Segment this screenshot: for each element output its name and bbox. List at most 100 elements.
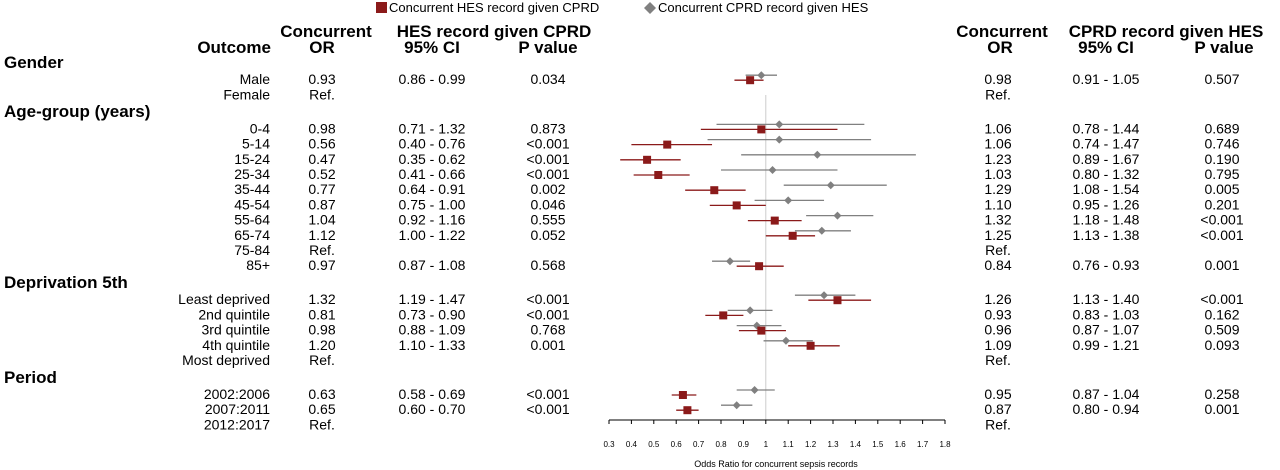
cprd-estimate-point: [732, 401, 741, 410]
cprd-ci-value: 0.95 - 1.26: [1073, 196, 1140, 212]
hes-estimate-point: [770, 216, 779, 225]
cprd-or-value: 1.29: [984, 181, 1011, 197]
cprd-ci-value: 1.13 - 1.38: [1073, 227, 1140, 243]
header-right-ci: 95% CI: [1078, 38, 1134, 57]
x-tick-label: 1.2: [805, 440, 817, 449]
cprd-p-value: 0.201: [1204, 196, 1239, 212]
hes-or-value: Ref.: [309, 416, 335, 432]
x-tick-label: 1.4: [850, 440, 862, 449]
hes-estimate-point: [678, 391, 687, 399]
legend-label-hes: Concurrent HES record given CPRD: [389, 0, 599, 15]
hes-or-value: 1.12: [308, 227, 335, 243]
cprd-estimate-point: [757, 71, 766, 80]
cprd-or-value: 0.98: [984, 71, 1011, 87]
hes-p-value: <0.001: [526, 291, 569, 307]
hes-estimate-point: [755, 262, 764, 271]
cprd-or-value: 0.87: [984, 401, 1011, 417]
hes-estimate-point: [663, 140, 672, 149]
cprd-p-value: <0.001: [1200, 291, 1243, 307]
table-row: 65-74 1.12 1.00 - 1.22 0.052 1.25 1.13 - 1.38…: [234, 227, 1244, 243]
cprd-p-value: 0.258: [1204, 386, 1239, 402]
x-tick-label: 0.5: [648, 440, 660, 449]
hes-p-value: <0.001: [526, 401, 569, 417]
cprd-or-value: Ref.: [985, 416, 1011, 432]
row-label: 35-44: [234, 181, 270, 197]
cprd-ci-value: 1.13 - 1.40: [1073, 291, 1140, 307]
cprd-p-value: 0.190: [1204, 151, 1239, 167]
cprd-ci-value: 0.80 - 1.32: [1073, 166, 1140, 182]
cprd-p-value: 0.689: [1204, 120, 1239, 136]
table-row: 3rd quintile 0.98 0.88 - 1.09 0.768 0.96 0.87…: [202, 322, 1240, 338]
hes-or-value: Ref.: [309, 242, 335, 258]
section-heading: Deprivation 5th: [4, 273, 128, 292]
table-row: Most deprived Ref. Ref.: [182, 352, 1011, 368]
hes-estimate-point: [710, 186, 719, 195]
row-label: 5-14: [242, 136, 270, 152]
x-tick-label: 1.6: [895, 440, 907, 449]
table-rows: Gender Male 0.93 0.86 - 0.99 0.034 0.98 0.91 -…: [4, 53, 1244, 432]
header-left-or: OR: [309, 38, 335, 57]
x-tick-label: 1.7: [917, 440, 929, 449]
header-right-p: P value: [1194, 38, 1253, 57]
legend-label-cprd: Concurrent CPRD record given HES: [658, 0, 869, 15]
cprd-p-value: 0.001: [1204, 401, 1239, 417]
cprd-ci-value: 0.99 - 1.21: [1073, 337, 1140, 353]
legend-swatch-hes: [376, 2, 387, 13]
hes-p-value: 0.873: [530, 120, 565, 136]
hes-estimate-point: [654, 171, 663, 179]
hes-ci-value: 0.87 - 1.08: [399, 257, 466, 273]
row-label: 2012:2017: [204, 416, 270, 432]
header-outcome: Outcome: [197, 38, 271, 57]
row-label: 2nd quintile: [198, 306, 270, 322]
hes-or-value: 1.20: [308, 337, 335, 353]
cprd-p-value: <0.001: [1200, 227, 1243, 243]
table-row: 35-44 0.77 0.64 - 0.91 0.002 1.29 1.08 - 1.54…: [234, 181, 1240, 197]
hes-or-value: 1.32: [308, 291, 335, 307]
hes-p-value: <0.001: [526, 386, 569, 402]
hes-estimate-point: [643, 155, 652, 164]
header-right-group: CPRD record given HES: [1069, 22, 1264, 41]
header-right-concurrent: Concurrent: [956, 22, 1048, 41]
x-axis: 0.3 0.4 0.5 0.6 0.7 0.8 0.9 1 1.1 1.2 1.3 1.4 1.5 1.6…: [603, 419, 951, 449]
cprd-or-value: 1.10: [984, 196, 1011, 212]
cprd-estimate-point: [813, 150, 822, 159]
table-row: 4th quintile 1.20 1.10 - 1.33 0.001 1.09 0.99…: [202, 337, 1239, 353]
cprd-or-value: 1.23: [984, 151, 1011, 167]
table-row: 2012:2017 Ref. Ref.: [204, 416, 1011, 432]
cprd-estimate-point: [746, 306, 755, 315]
cprd-estimate-point: [826, 181, 835, 190]
header-left-group: HES record given CPRD: [397, 22, 592, 41]
hes-or-value: 0.56: [308, 136, 335, 152]
hes-p-value: <0.001: [526, 136, 569, 152]
hes-p-value: 0.046: [530, 196, 565, 212]
hes-ci-value: 1.00 - 1.22: [399, 227, 466, 243]
row-label: Least deprived: [178, 291, 270, 307]
table-row: 2007:2011 0.65 0.60 - 0.70 <0.001 0.87 0.80 -…: [205, 401, 1240, 417]
hes-ci-value: 1.10 - 1.33: [399, 337, 466, 353]
cprd-p-value: 0.005: [1204, 181, 1239, 197]
x-tick-label: 1.1: [783, 440, 795, 449]
hes-estimate-point: [732, 201, 741, 210]
row-label: 85+: [246, 257, 270, 273]
row-label: 55-64: [234, 212, 270, 228]
hes-ci-value: 1.19 - 1.47: [399, 291, 466, 307]
cprd-or-value: 1.25: [984, 227, 1011, 243]
left-table-header: Concurrent HES record given CPRD Outcome…: [197, 22, 591, 57]
header-left-concurrent: Concurrent: [280, 22, 372, 41]
hes-ci-value: 0.40 - 0.76: [399, 136, 466, 152]
hes-or-value: 0.52: [308, 166, 335, 182]
hes-p-value: 0.052: [530, 227, 565, 243]
x-tick-label: 0.9: [738, 440, 750, 449]
table-row: 0-4 0.98 0.71 - 1.32 0.873 1.06 0.78 - 1.44 0.…: [250, 120, 1240, 136]
section-heading: Gender: [4, 53, 64, 72]
cprd-p-value: 0.507: [1204, 71, 1239, 87]
cprd-estimate-point: [750, 386, 759, 394]
row-label: 4th quintile: [202, 337, 270, 353]
header-left-p: P value: [518, 38, 577, 57]
section-heading: Age-group (years): [4, 102, 150, 121]
table-row: 15-24 0.47 0.35 - 0.62 <0.001 1.23 0.89 - 1.6…: [234, 151, 1240, 167]
cprd-ci-value: 1.18 - 1.48: [1073, 212, 1140, 228]
cprd-or-value: 1.09: [984, 337, 1011, 353]
cprd-ci-value: 0.87 - 1.07: [1073, 322, 1140, 338]
